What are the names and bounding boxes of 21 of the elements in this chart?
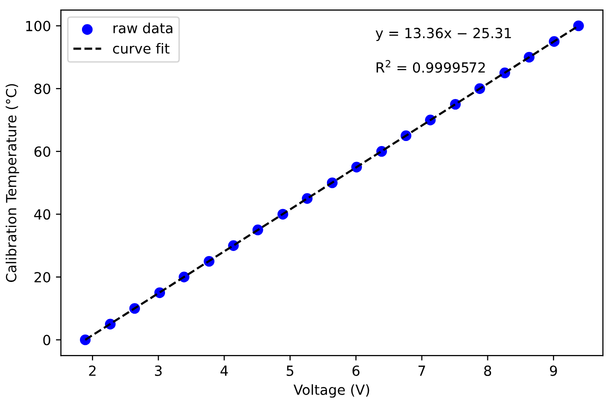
x-tick-label: 3: [155, 365, 162, 376]
y-tick-label: 0: [43, 334, 50, 346]
x-tick-label: 9: [550, 365, 557, 376]
x-tick-label: 4: [220, 366, 228, 376]
x-tick-label: 6: [352, 365, 360, 376]
legend-label: raw data: [114, 22, 172, 34]
annotation: R$^{2}$ = 0.9999572: [376, 60, 485, 73]
y-tick-label: 20: [34, 272, 50, 282]
y-tick-label: 80: [34, 84, 50, 94]
x-axis-title: Voltage (V): [294, 384, 370, 398]
x-tick-label: 8: [484, 365, 492, 376]
annotation: y = 13.36x − 25.31: [376, 28, 511, 41]
point: [573, 20, 584, 32]
y-tick-label: 40: [34, 209, 50, 220]
x-tick-label: 5: [286, 366, 294, 376]
x-tick-label: 2: [89, 365, 96, 376]
y-tick-label: 100: [26, 20, 50, 32]
x-tick-label: 7: [418, 366, 426, 376]
legend-label: curve fit: [113, 42, 170, 54]
y-axis-title: Calibration Temperature (°C): [6, 84, 20, 282]
y-tick-label: 60: [34, 146, 50, 157]
